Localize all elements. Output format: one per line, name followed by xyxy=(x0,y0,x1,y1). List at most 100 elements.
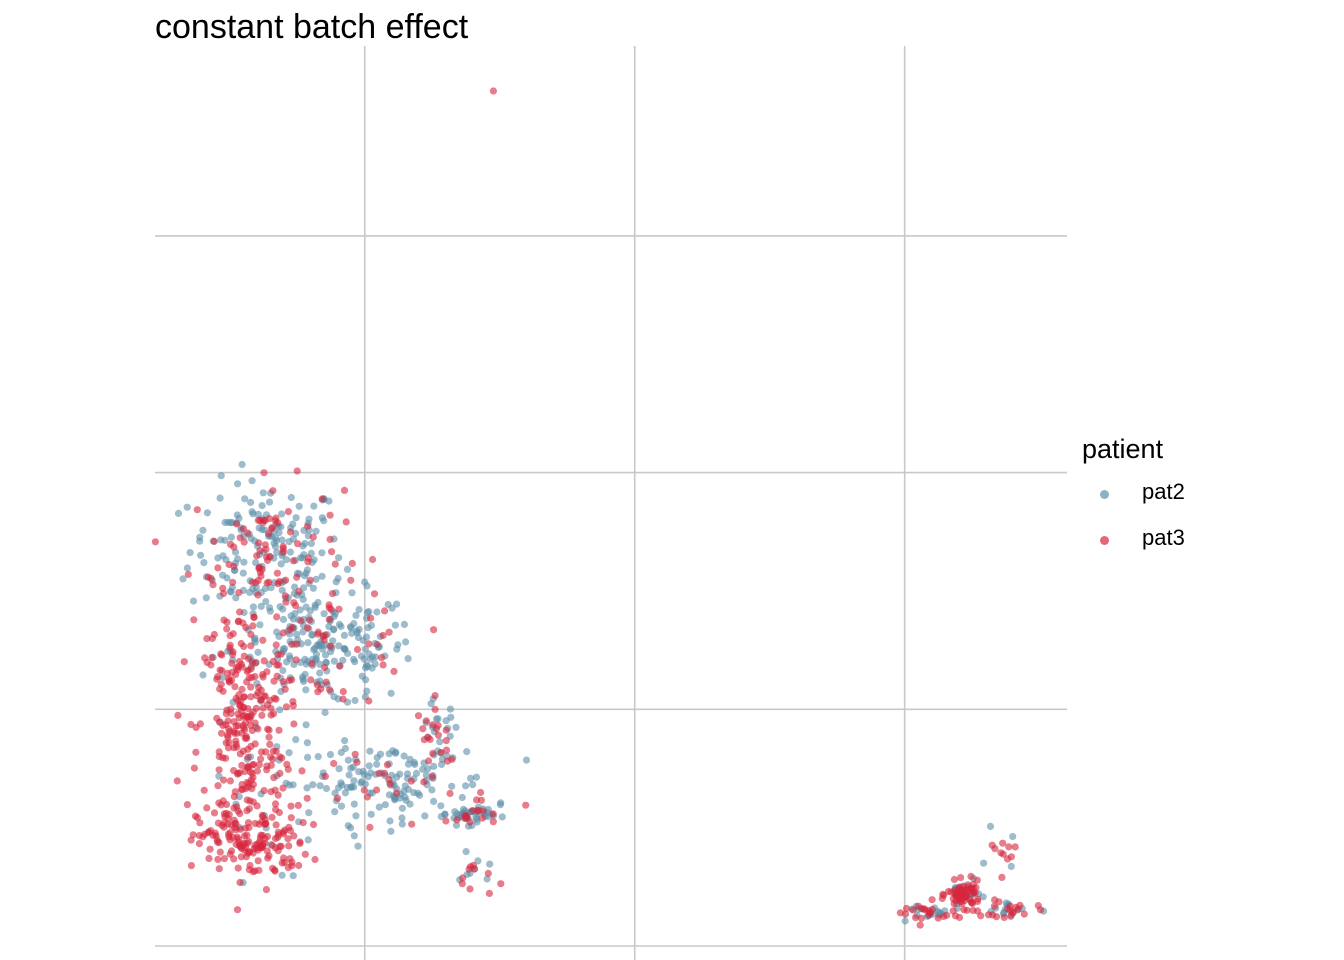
point-pat3-196 xyxy=(270,774,278,782)
point-pat3-586 xyxy=(437,749,445,757)
point-pat3-648 xyxy=(963,906,971,914)
point-pat3-381 xyxy=(245,779,253,788)
point-pat3-78 xyxy=(214,564,222,572)
point-pat2-132 xyxy=(275,529,283,537)
point-pat3-86 xyxy=(229,578,237,586)
point-pat2-23 xyxy=(199,526,207,534)
point-pat3-569 xyxy=(333,794,342,802)
point-pat2-102 xyxy=(219,571,227,579)
point-pat3-711 xyxy=(934,914,942,922)
point-pat3-581 xyxy=(425,757,433,765)
point-pat2-237 xyxy=(302,603,310,611)
point-pat2-519 xyxy=(424,765,432,773)
point-pat3-737 xyxy=(1020,910,1028,918)
point-pat3-575 xyxy=(385,776,393,784)
point-pat2-307 xyxy=(350,655,358,663)
point-pat3-112 xyxy=(390,667,398,676)
point-pat3-618 xyxy=(459,874,467,882)
point-pat3-497 xyxy=(191,812,200,820)
point-pat3-492 xyxy=(265,852,273,860)
point-pat3-57 xyxy=(293,573,301,581)
point-pat3-138 xyxy=(292,656,300,664)
point-pat2-267 xyxy=(335,642,343,650)
point-pat2-446 xyxy=(398,820,406,828)
point-pat2-59 xyxy=(289,520,297,528)
point-pat3-59 xyxy=(184,570,192,579)
point-pat3-243 xyxy=(231,788,239,796)
point-pat3-456 xyxy=(272,821,280,829)
point-pat2-417 xyxy=(386,817,394,825)
point-pat2-431 xyxy=(462,782,470,790)
point-pat3-453 xyxy=(287,814,295,822)
point-pat3-22 xyxy=(254,591,262,599)
point-pat2-76 xyxy=(258,502,266,510)
point-pat2-110 xyxy=(203,509,211,517)
point-pat2-492 xyxy=(355,768,363,776)
point-pat3-378 xyxy=(263,762,271,770)
point-pat3-98 xyxy=(272,641,280,649)
point-pat3-115 xyxy=(322,678,330,686)
point-pat2-338 xyxy=(330,626,338,634)
point-pat2-631 xyxy=(1007,862,1015,871)
point-pat3-571 xyxy=(522,801,530,809)
point-pat3-151 xyxy=(247,630,255,639)
point-pat2-112 xyxy=(335,554,343,562)
point-pat2-506 xyxy=(385,791,393,799)
point-pat2-77 xyxy=(241,495,249,503)
point-pat3-440 xyxy=(284,835,292,843)
point-pat3-225 xyxy=(262,748,270,756)
point-pat3-454 xyxy=(236,878,244,887)
point-pat2-471 xyxy=(366,747,374,755)
point-pat2-209 xyxy=(361,645,369,653)
point-pat3-514 xyxy=(275,808,283,817)
point-pat3-725 xyxy=(974,907,982,915)
point-pat3-297 xyxy=(213,714,221,722)
point-pat3-713 xyxy=(909,906,917,914)
point-pat2-547 xyxy=(437,813,445,821)
point-pat3-367 xyxy=(246,797,254,805)
point-pat3-689 xyxy=(951,886,959,895)
point-pat3-283 xyxy=(218,667,226,675)
point-pat3-322 xyxy=(190,764,198,772)
point-pat2-208 xyxy=(363,687,371,695)
point-pat3-72 xyxy=(282,576,290,584)
point-pat2-255 xyxy=(256,621,264,629)
point-pat2-192 xyxy=(321,708,329,717)
point-pat3-313 xyxy=(174,711,182,720)
point-pat3-360 xyxy=(226,644,234,652)
legend-label-pat2: pat2 xyxy=(1142,479,1185,504)
point-pat2-303 xyxy=(391,621,399,629)
point-pat3-558 xyxy=(321,772,329,781)
point-pat2-575 xyxy=(486,860,494,868)
point-pat3-512 xyxy=(311,855,319,864)
point-pat2-466 xyxy=(392,748,400,756)
point-pat2-464 xyxy=(335,765,343,773)
point-pat3-598 xyxy=(442,737,450,745)
point-pat2-512 xyxy=(361,780,369,788)
point-pat3-564 xyxy=(353,758,361,766)
point-pat3-147 xyxy=(327,642,335,650)
point-pat3-441 xyxy=(268,813,276,821)
point-pat2-318 xyxy=(340,631,348,640)
point-pat3-27 xyxy=(294,540,302,548)
point-pat2-257 xyxy=(300,677,308,686)
point-pat3-547 xyxy=(294,801,302,810)
point-pat3-201 xyxy=(282,598,290,606)
point-pat3-88 xyxy=(304,554,312,562)
point-pat2-580 xyxy=(462,848,470,856)
point-pat3-289 xyxy=(233,906,242,914)
point-pat2-450 xyxy=(350,800,358,808)
point-pat3-281 xyxy=(224,744,233,752)
point-pat3-524 xyxy=(278,859,286,867)
point-pat3-718 xyxy=(949,907,957,915)
point-pat2-529 xyxy=(447,713,455,721)
point-pat2-500 xyxy=(352,812,360,820)
point-pat3-350 xyxy=(206,845,214,853)
point-pat3-739 xyxy=(999,839,1007,847)
point-pat3-34 xyxy=(293,467,301,475)
point-pat2-327 xyxy=(199,671,207,679)
point-pat2-438 xyxy=(387,827,395,835)
point-pat3-357 xyxy=(278,754,286,762)
point-pat3-544 xyxy=(187,862,195,870)
